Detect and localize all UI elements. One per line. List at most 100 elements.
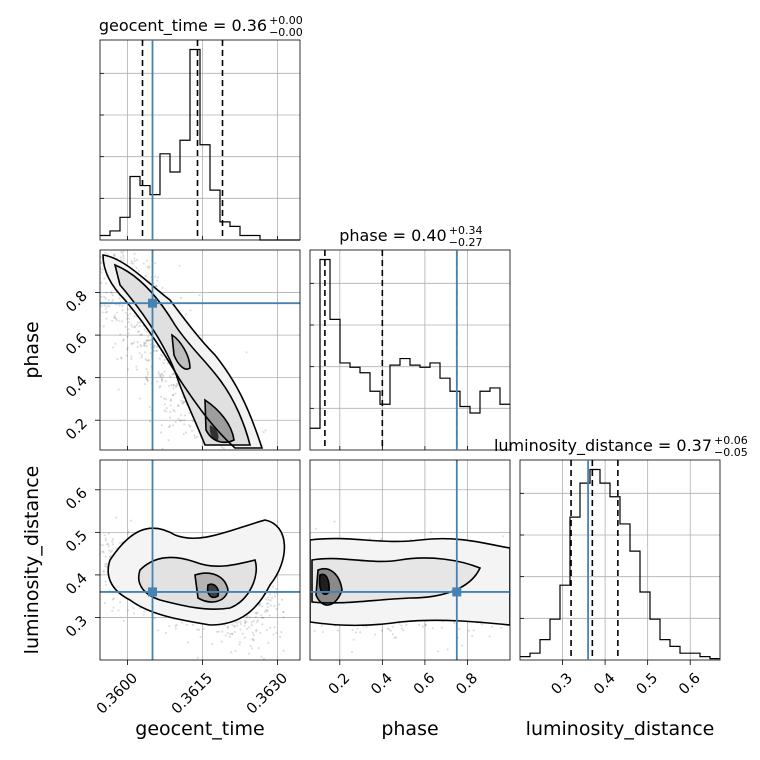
panel-frame-phase	[309, 249, 511, 451]
panel-title-geocent_time: geocent_time = 0.36	[99, 16, 267, 36]
scatter-point	[101, 544, 104, 547]
scatter-point	[148, 265, 151, 268]
scatter-point	[121, 339, 125, 342]
scatter-point	[365, 625, 368, 629]
scatter-point	[91, 586, 93, 588]
scatter-point	[95, 313, 97, 315]
scatter-point	[81, 260, 83, 262]
scatter-point	[256, 611, 259, 614]
scatter-point	[153, 617, 156, 620]
scatter-point	[239, 620, 242, 623]
scatter-point	[149, 343, 152, 346]
scatter-point	[269, 626, 272, 629]
scatter-point	[172, 409, 175, 412]
scatter-point	[148, 339, 152, 342]
scatter-point	[159, 374, 162, 378]
scatter-point	[160, 424, 164, 427]
scatter-point	[255, 630, 258, 633]
scatter-point	[136, 345, 139, 349]
scatter-point	[217, 630, 221, 633]
scatter-point	[261, 605, 264, 608]
scatter-point	[142, 262, 145, 265]
scatter-point	[91, 520, 93, 522]
scatter-point	[129, 308, 132, 311]
scatter-point	[80, 265, 82, 267]
scatter-point	[113, 316, 116, 319]
scatter-point	[179, 296, 183, 299]
scatter-point	[110, 290, 113, 293]
scatter-point	[93, 308, 95, 310]
scatter-point	[239, 628, 242, 631]
scatter-point	[227, 625, 230, 628]
scatter-point	[196, 656, 199, 659]
scatter-point	[391, 632, 395, 636]
scatter-point	[111, 537, 114, 541]
scatter-point	[94, 281, 96, 283]
scatter-point	[167, 425, 171, 429]
scatter-point	[133, 257, 136, 260]
scatter-point	[471, 635, 474, 638]
scatter-point	[130, 260, 133, 263]
scatter-point	[143, 341, 146, 344]
scatter-point	[96, 565, 98, 567]
scatter-point	[238, 641, 242, 644]
scatter-point	[233, 625, 236, 628]
scatter-point	[127, 609, 130, 612]
y-axis-label-phase: phase	[21, 321, 43, 378]
scatter-point	[272, 633, 275, 636]
scatter-point	[281, 610, 284, 613]
scatter-point	[275, 631, 278, 634]
scatter-point	[37, 251, 39, 253]
scatter-point	[126, 368, 130, 371]
scatter-point	[116, 358, 119, 361]
scatter-point	[180, 419, 183, 422]
scatter-point	[220, 640, 223, 643]
scatter-point	[113, 255, 116, 258]
scatter-point	[280, 630, 283, 634]
scatter-point	[264, 610, 267, 614]
scatter-point	[168, 416, 172, 419]
y-axis-label-luminosity_distance: luminosity_distance	[21, 466, 43, 655]
scatter-point	[255, 620, 259, 624]
scatter-point	[104, 563, 107, 566]
scatter-point	[278, 635, 282, 639]
scatter-point	[97, 259, 99, 261]
contour-line	[204, 398, 235, 444]
scatter-point	[175, 382, 179, 385]
scatter-point	[110, 292, 113, 295]
scatter-point	[179, 419, 182, 422]
scatter-point	[161, 373, 164, 376]
scatter-point	[143, 610, 146, 613]
title-sup: +0.00	[269, 14, 303, 27]
scatter-point	[90, 267, 92, 269]
scatter-point	[112, 346, 115, 349]
scatter-point	[139, 333, 142, 336]
scatter-point	[197, 628, 201, 631]
scatter-point	[104, 251, 107, 254]
scatter-point	[138, 321, 142, 324]
scatter-point	[184, 431, 188, 434]
scatter-point	[145, 377, 148, 380]
scatter-point	[136, 330, 140, 334]
scatter-point	[393, 636, 396, 639]
scatter-point	[268, 614, 271, 617]
scatter-point	[266, 605, 269, 609]
scatter-point	[145, 368, 148, 371]
scatter-point	[182, 400, 185, 403]
scatter-point	[157, 372, 161, 376]
scatter-point	[380, 538, 383, 541]
histogram-phase	[310, 258, 510, 429]
scatter-point	[248, 616, 251, 619]
scatter-point	[159, 431, 163, 434]
scatter-point	[92, 557, 94, 559]
scatter-point	[167, 384, 171, 388]
scatter-point	[175, 623, 178, 627]
scatter-point	[119, 601, 122, 604]
scatter-point	[261, 623, 264, 626]
scatter-point	[106, 253, 109, 256]
scatter-point	[155, 349, 158, 352]
scatter-point	[131, 342, 134, 345]
scatter-point	[132, 612, 136, 615]
scatter-point	[132, 341, 136, 344]
scatter-point	[145, 330, 148, 333]
